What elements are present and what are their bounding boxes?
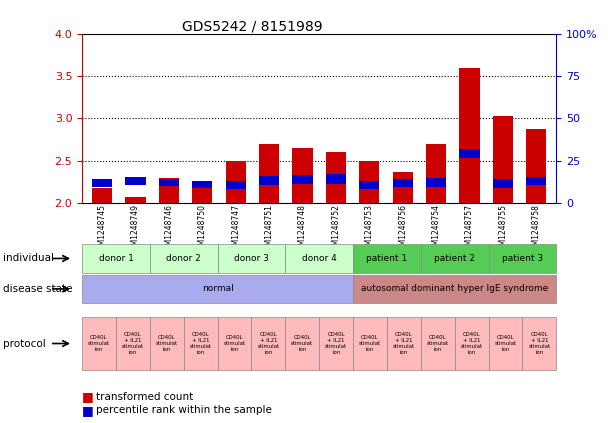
Text: donor 1: donor 1	[98, 254, 133, 263]
Text: protocol: protocol	[3, 338, 46, 349]
Bar	[125, 197, 145, 203]
Bar	[292, 148, 313, 203]
Bar	[159, 178, 179, 203]
Text: ■: ■	[82, 404, 94, 417]
Text: percentile rank within the sample: percentile rank within the sample	[96, 405, 272, 415]
Text: CD40L
+ IL21
stimulat
ion: CD40L + IL21 stimulat ion	[190, 332, 212, 355]
Text: GDS5242 / 8151989: GDS5242 / 8151989	[182, 19, 323, 33]
Bar	[259, 176, 279, 185]
Text: individual: individual	[3, 253, 54, 264]
Text: patient 2: patient 2	[434, 254, 475, 263]
Text: CD40L
stimulat
ion: CD40L stimulat ion	[494, 335, 517, 352]
Text: donor 2: donor 2	[167, 254, 201, 263]
Bar	[460, 149, 480, 158]
Bar	[426, 178, 446, 187]
Text: transformed count: transformed count	[96, 392, 193, 402]
Bar	[226, 181, 246, 189]
Text: CD40L
+ IL21
stimulat
ion: CD40L + IL21 stimulat ion	[528, 332, 550, 355]
Bar	[326, 174, 346, 184]
Text: CD40L
stimulat
ion: CD40L stimulat ion	[224, 335, 246, 352]
Bar	[359, 181, 379, 189]
Bar	[527, 129, 547, 203]
Text: CD40L
+ IL21
stimulat
ion: CD40L + IL21 stimulat ion	[393, 332, 415, 355]
Text: donor 4: donor 4	[302, 254, 337, 263]
Bar	[359, 161, 379, 203]
Bar	[92, 179, 112, 187]
Bar	[125, 177, 145, 185]
Text: donor 3: donor 3	[234, 254, 269, 263]
Text: normal: normal	[202, 284, 233, 294]
Text: CD40L
+ IL21
stimulat
ion: CD40L + IL21 stimulat ion	[461, 332, 483, 355]
Text: CD40L
+ IL21
stimulat
ion: CD40L + IL21 stimulat ion	[257, 332, 280, 355]
Text: CD40L
stimulat
ion: CD40L stimulat ion	[291, 335, 313, 352]
Bar	[192, 181, 212, 188]
Bar	[326, 152, 346, 203]
Bar	[493, 179, 513, 188]
Bar	[92, 188, 112, 203]
Text: CD40L
+ IL21
stimulat
ion: CD40L + IL21 stimulat ion	[325, 332, 347, 355]
Bar	[292, 175, 313, 184]
Text: CD40L
stimulat
ion: CD40L stimulat ion	[88, 335, 110, 352]
Text: CD40L
stimulat
ion: CD40L stimulat ion	[359, 335, 381, 352]
Bar	[393, 172, 413, 203]
Text: CD40L
+ IL21
stimulat
ion: CD40L + IL21 stimulat ion	[122, 332, 144, 355]
Bar	[192, 182, 212, 203]
Bar	[426, 144, 446, 203]
Text: patient 1: patient 1	[367, 254, 407, 263]
Bar	[493, 116, 513, 203]
Bar	[259, 144, 279, 203]
Bar	[527, 177, 547, 185]
Text: patient 3: patient 3	[502, 254, 543, 263]
Text: CD40L
stimulat
ion: CD40L stimulat ion	[427, 335, 449, 352]
Bar	[460, 68, 480, 203]
Text: autosomal dominant hyper IgE syndrome: autosomal dominant hyper IgE syndrome	[361, 284, 548, 294]
Text: disease state: disease state	[3, 284, 72, 294]
Bar	[393, 179, 413, 187]
Text: CD40L
stimulat
ion: CD40L stimulat ion	[156, 335, 178, 352]
Bar	[226, 161, 246, 203]
Bar	[159, 179, 179, 186]
Text: ■: ■	[82, 390, 94, 403]
